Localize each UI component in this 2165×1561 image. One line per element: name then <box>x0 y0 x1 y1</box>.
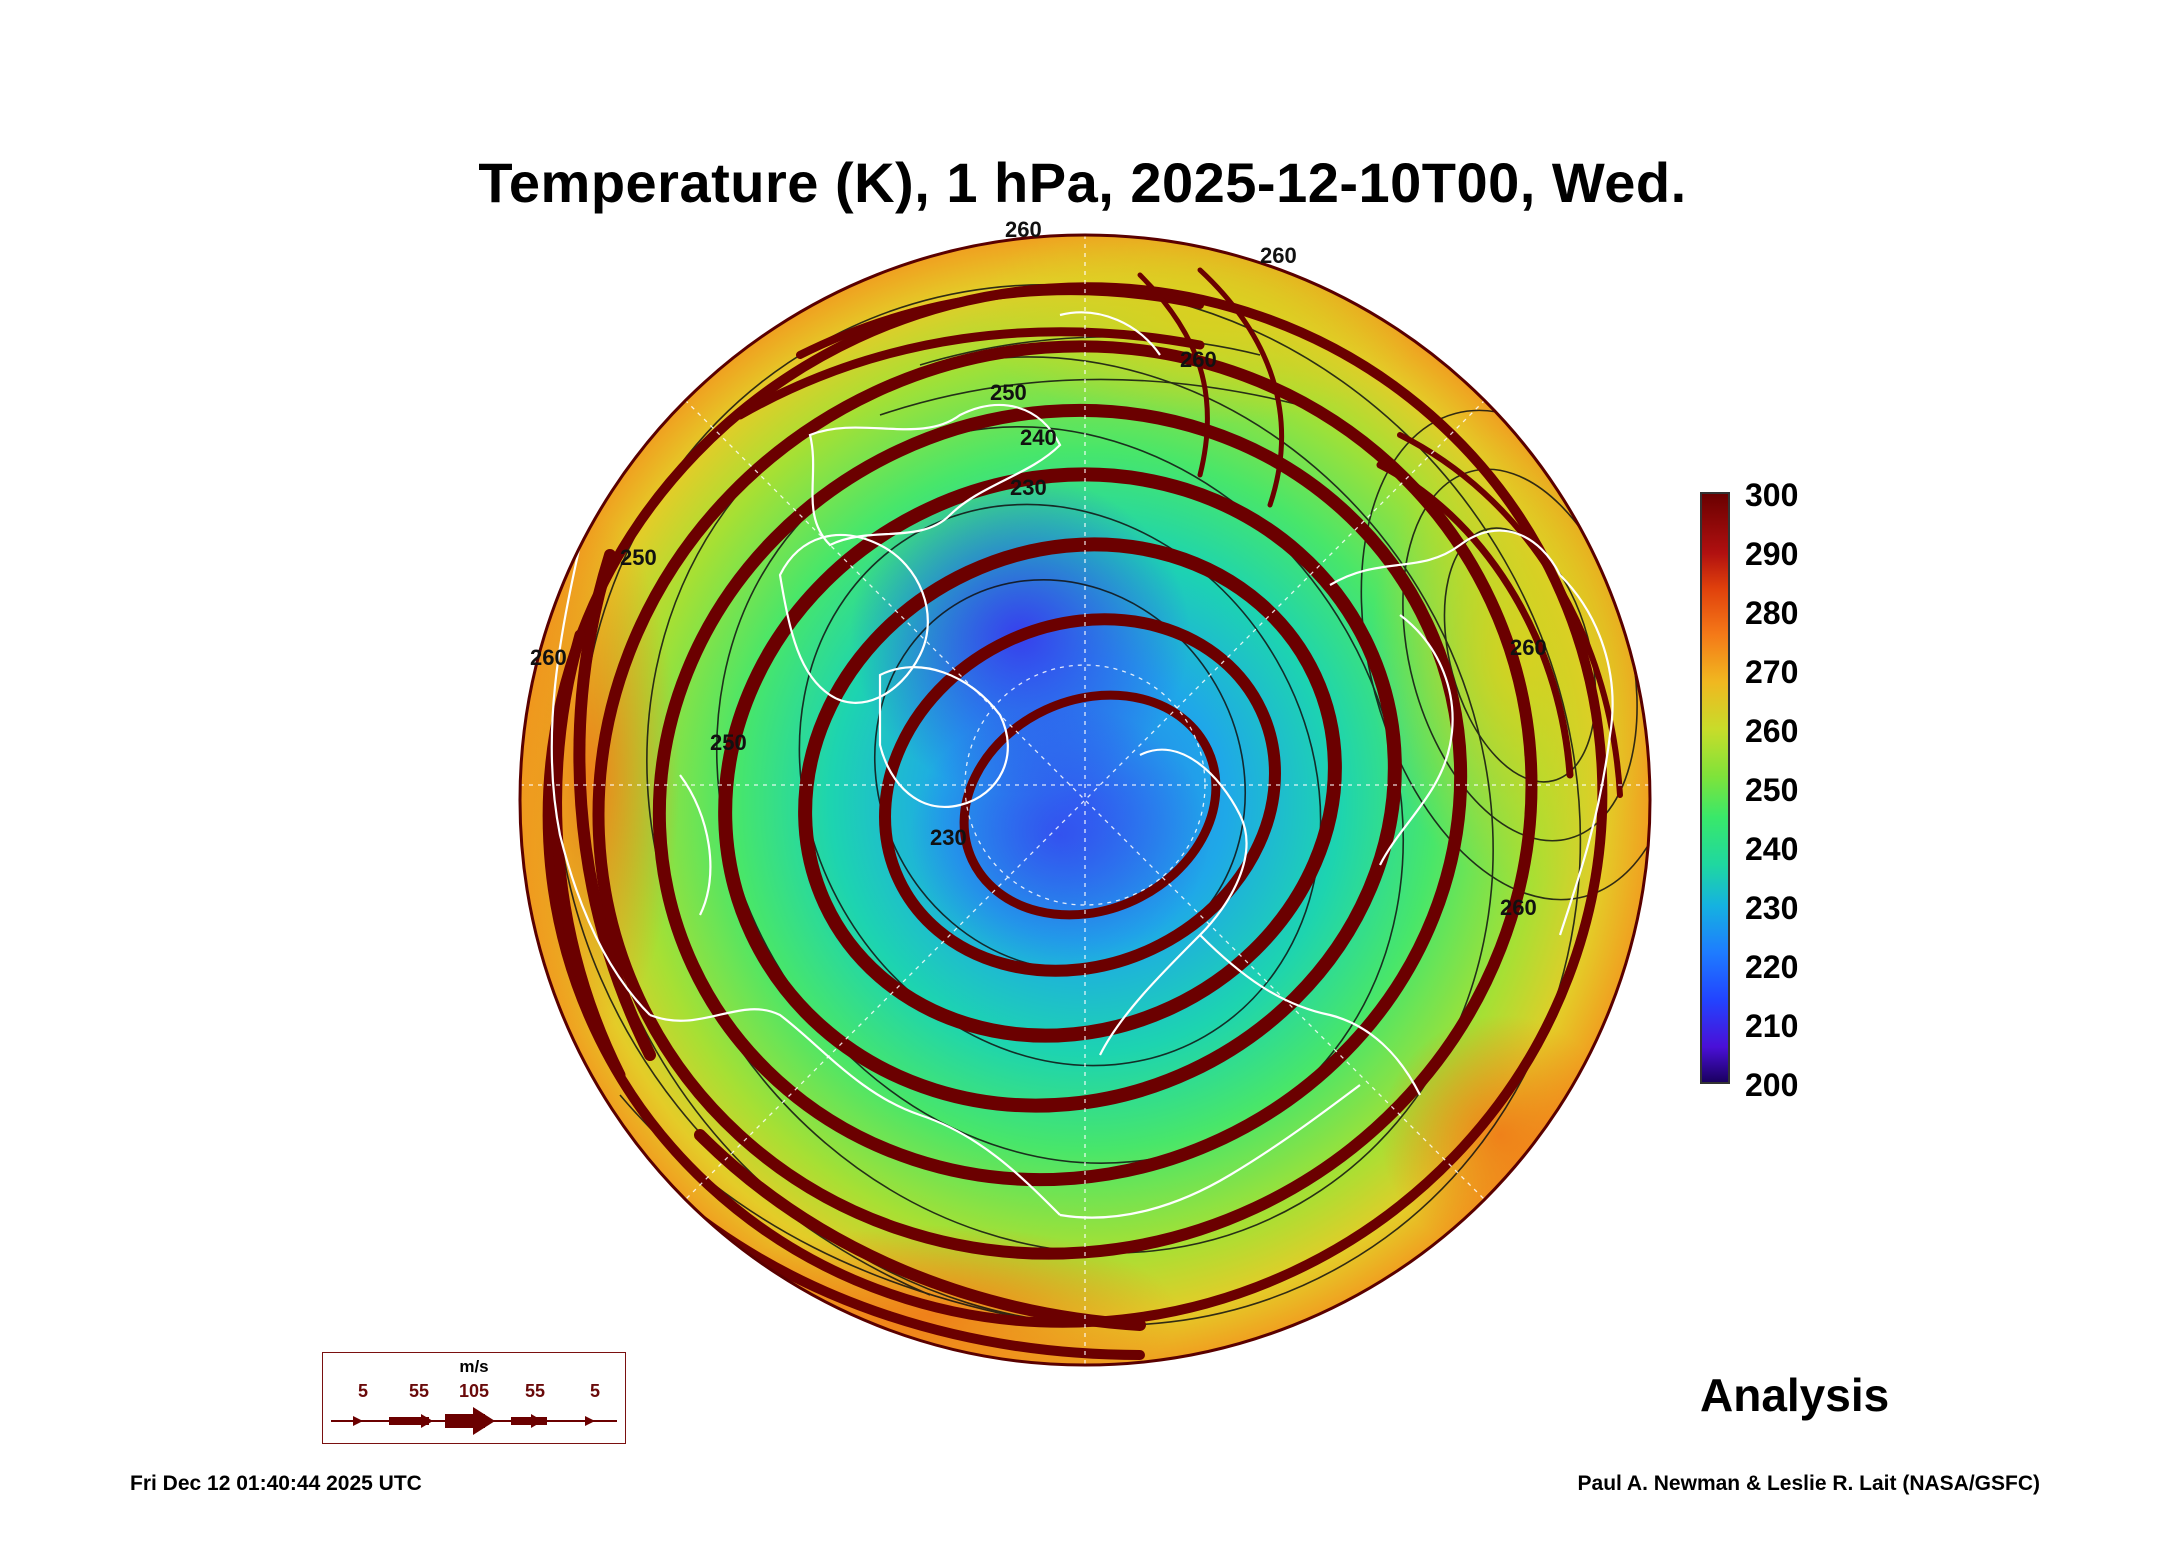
contour-label: 260 <box>1260 243 1297 268</box>
contour-label: 230 <box>1010 475 1047 500</box>
colorbar-tick: 230 <box>1745 890 1799 926</box>
colorbar-tick: 290 <box>1745 536 1799 572</box>
wind-streamlines <box>542 267 1623 1360</box>
wind-speed-legend: m/s 5 55 105 55 5 <box>322 1352 626 1444</box>
wind-legend-arrows <box>331 1407 617 1435</box>
contour-label: 260 <box>530 645 567 670</box>
wind-legend-label: 105 <box>458 1381 490 1401</box>
colorbar <box>1700 492 1730 1084</box>
colorbar-tick: 200 <box>1745 1067 1799 1103</box>
wind-legend-label: 55 <box>524 1381 546 1401</box>
polar-temperature-map: 260 260 260 250 240 230 250 230 260 260 … <box>500 215 1670 1385</box>
coastlines <box>550 311 1614 1219</box>
graticule <box>520 235 1650 1365</box>
contour-label: 250 <box>710 730 747 755</box>
colorbar-tick: 280 <box>1745 595 1799 631</box>
colorbar-tick: 220 <box>1745 949 1799 985</box>
analysis-label: Analysis <box>1700 1369 1890 1421</box>
colorbar-tick: 250 <box>1745 772 1799 808</box>
contour-label: 260 <box>1510 635 1547 660</box>
contour-label: 260 <box>1005 217 1042 242</box>
wind-legend-label: 5 <box>589 1381 601 1401</box>
colorbar-tick: 300 <box>1745 477 1799 513</box>
contour-label: 250 <box>990 380 1027 405</box>
contour-label: 260 <box>1180 347 1217 372</box>
wind-legend-label: 5 <box>357 1381 369 1401</box>
colorbar-tick: 270 <box>1745 654 1799 690</box>
footer-credit: Paul A. Newman & Leslie R. Lait (NASA/GS… <box>1577 1472 2040 1495</box>
contour-label: 240 <box>1020 425 1057 450</box>
colorbar-tick: 210 <box>1745 1008 1799 1044</box>
footer-timestamp: Fri Dec 12 01:40:44 2025 UTC <box>130 1472 422 1495</box>
warm-anomaly-se <box>1380 1015 1620 1255</box>
contour-label: 260 <box>1500 895 1537 920</box>
wind-legend-label: 55 <box>408 1381 430 1401</box>
colorbar-tick: 260 <box>1745 713 1799 749</box>
wind-legend-unit: m/s <box>459 1357 489 1376</box>
contour-label: 250 <box>620 545 657 570</box>
chart-title: Temperature (K), 1 hPa, 2025-12-10T00, W… <box>478 151 1687 214</box>
contour-label: 230 <box>930 825 967 850</box>
colorbar-tick: 240 <box>1745 831 1799 867</box>
